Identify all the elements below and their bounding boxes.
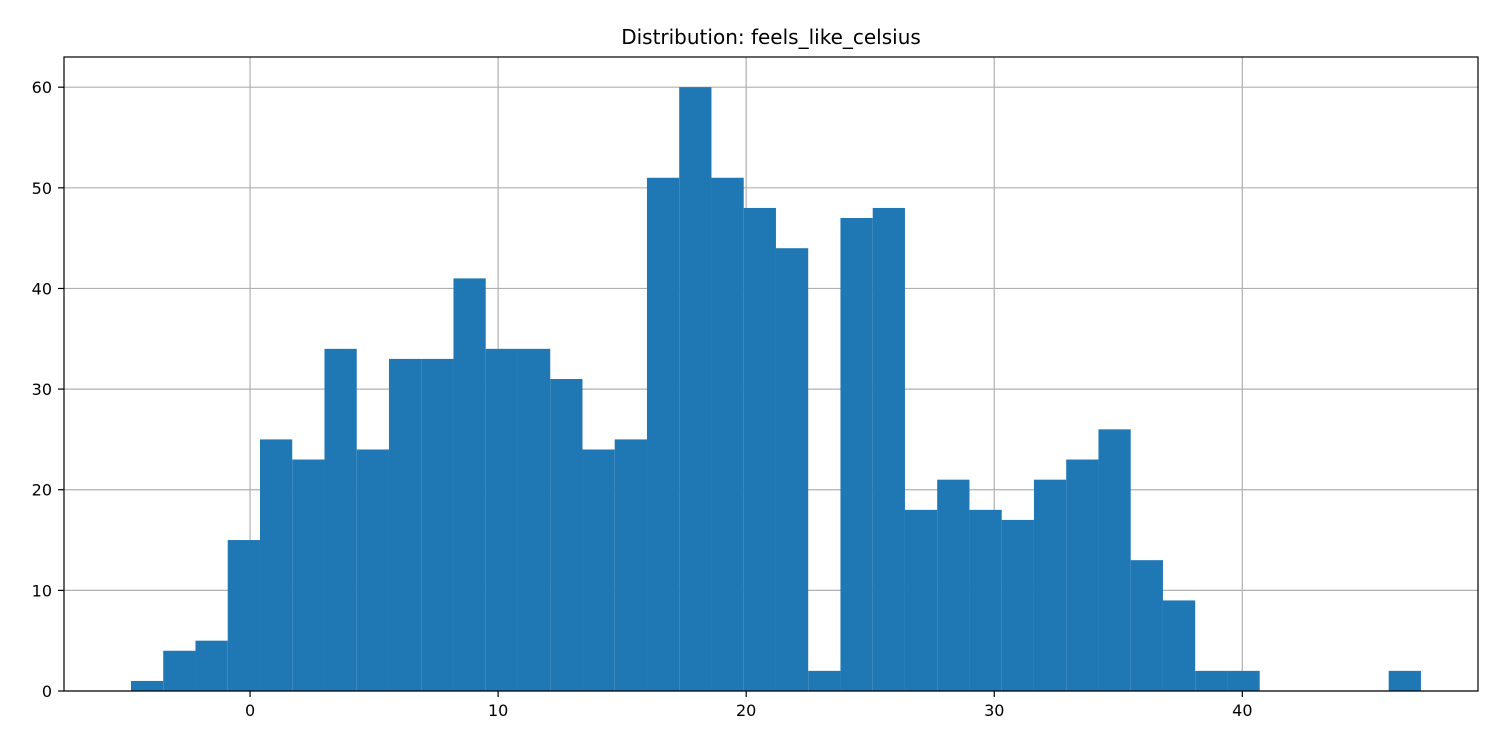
y-tick-label: 50	[32, 179, 52, 198]
y-tick-label: 10	[32, 581, 52, 600]
histogram-bar	[808, 670, 841, 691]
histogram-bar	[259, 439, 293, 691]
y-tick-label: 20	[32, 481, 52, 500]
histogram-bar	[904, 509, 938, 691]
histogram-bar	[1066, 459, 1099, 691]
ticks-layer: 0 10 20 30 40 0 10 20 30 40 50 60	[32, 78, 1253, 720]
histogram-bar	[1130, 560, 1163, 691]
histogram-bar	[614, 439, 647, 691]
histogram-bar	[227, 540, 260, 691]
histogram-bar	[937, 479, 970, 691]
histogram-bar	[130, 680, 164, 691]
histogram-bar	[969, 509, 1002, 691]
x-tick-label: 20	[736, 701, 756, 720]
histogram-bar	[453, 278, 486, 691]
histogram-bar	[550, 379, 583, 691]
histogram-bar	[388, 358, 422, 691]
histogram-bar	[582, 449, 615, 691]
y-tick-label: 60	[32, 78, 52, 97]
x-tick-label: 40	[1232, 701, 1252, 720]
bars-layer	[130, 87, 1421, 691]
histogram-bar	[646, 177, 680, 691]
histogram-bar	[517, 348, 551, 691]
histogram-bar	[1001, 519, 1034, 691]
histogram-bar	[163, 650, 196, 691]
histogram-bar	[1227, 670, 1260, 691]
histogram-bar	[711, 177, 744, 691]
histogram-bar	[1033, 479, 1067, 691]
histogram-bar	[1098, 429, 1131, 691]
histogram-bar	[356, 449, 389, 691]
histogram-bar	[872, 207, 905, 691]
histogram-bar	[324, 348, 357, 691]
y-tick-label: 30	[32, 380, 52, 399]
histogram-bar	[679, 87, 712, 691]
histogram-bar	[840, 218, 873, 691]
histogram-bar	[421, 358, 454, 691]
chart-title: Distribution: feels_like_celsius	[621, 25, 921, 49]
x-tick-label: 30	[984, 701, 1004, 720]
histogram-bar	[195, 640, 228, 691]
axes-layer	[63, 56, 1479, 692]
histogram-bar	[1388, 670, 1421, 691]
x-tick-label: 0	[245, 701, 255, 720]
plot-frame	[63, 56, 1479, 692]
y-tick-label: 0	[42, 682, 52, 701]
y-tick-label: 40	[32, 279, 52, 298]
histogram-bar	[775, 248, 809, 691]
histogram-bar	[292, 459, 325, 691]
x-tick-label: 10	[488, 701, 508, 720]
histogram-bar	[485, 348, 518, 691]
histogram-bar	[743, 207, 776, 691]
histogram-bar	[1162, 600, 1196, 691]
histogram-bar	[1195, 670, 1228, 691]
